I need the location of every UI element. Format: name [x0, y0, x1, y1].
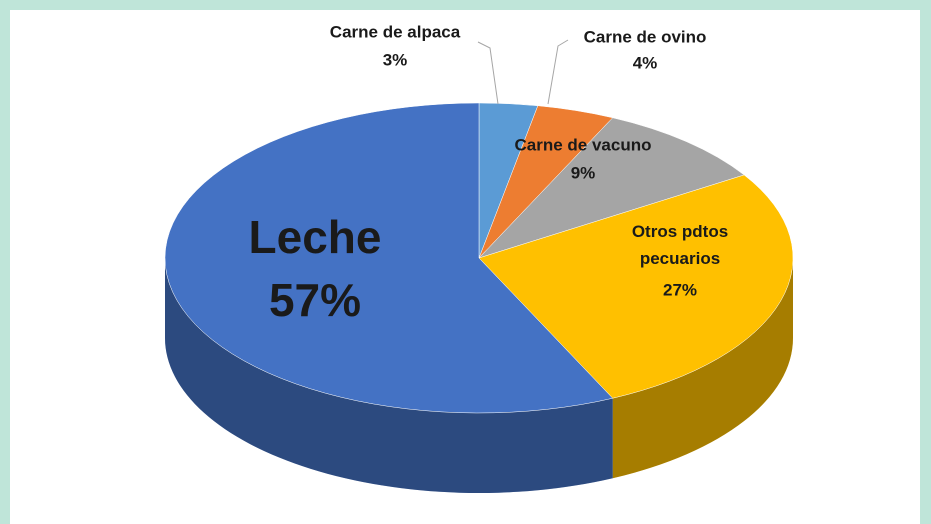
slice — [478, 117, 745, 259]
leader-line — [547, 39, 569, 105]
slice-label: Leche — [248, 211, 382, 263]
slice-value-label: 57% — [268, 274, 362, 326]
slice-value-label: 3% — [382, 50, 408, 70]
slice-side-shade — [612, 258, 793, 479]
slice-label: Otros pdtos pecuarios — [631, 222, 729, 268]
slice-label: Carne de ovino — [583, 27, 707, 47]
slice-side-shade — [165, 258, 613, 493]
leader-line — [477, 41, 499, 105]
slice-value-label: 4% — [632, 53, 658, 73]
slice — [478, 174, 794, 399]
slice-side — [612, 258, 793, 479]
slice-value-label: 27% — [662, 280, 698, 300]
slice-label: Carne de alpaca — [329, 22, 461, 42]
slice-label: Carne de vacuno — [514, 135, 652, 155]
slice-value-label: 9% — [570, 163, 596, 183]
slice — [164, 102, 614, 414]
slice-side — [165, 258, 613, 493]
